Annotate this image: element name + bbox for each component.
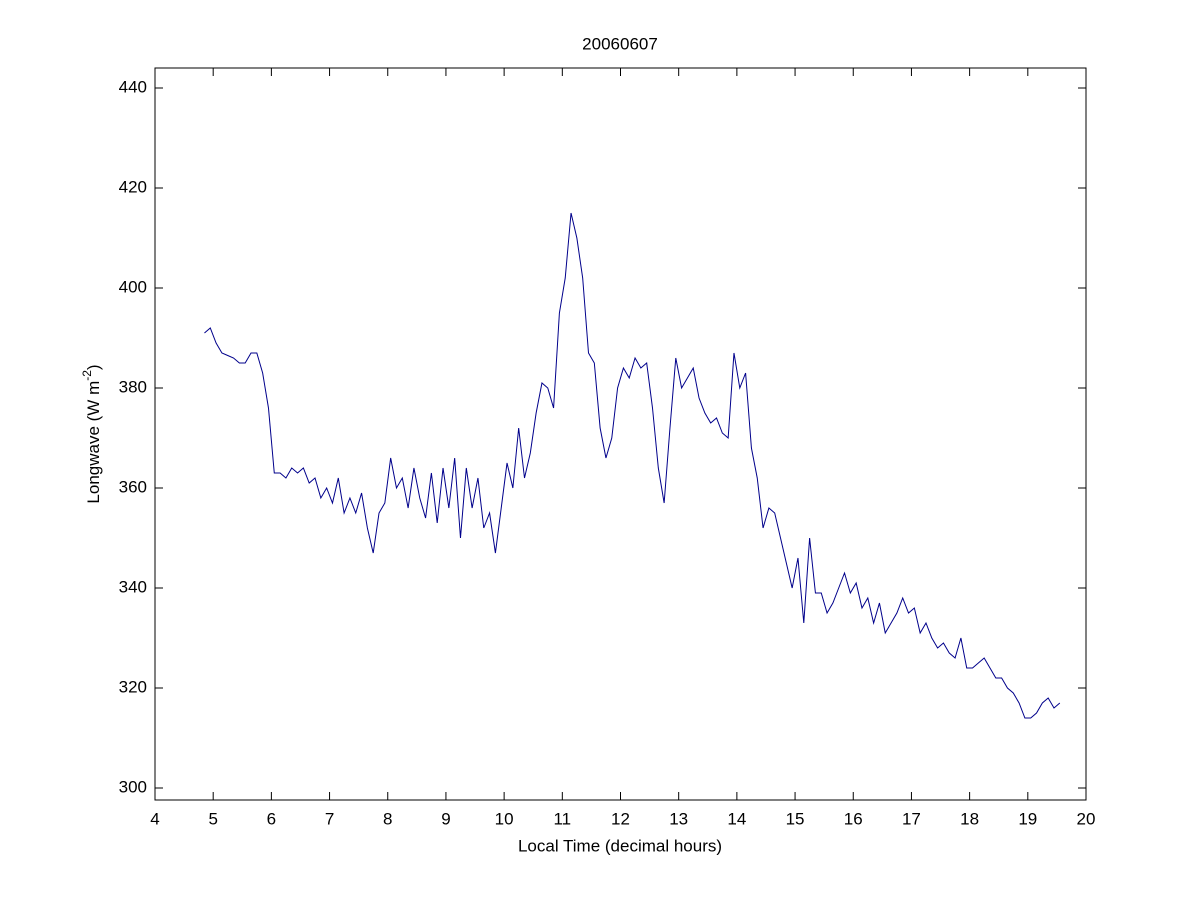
y-tick-label: 340 bbox=[119, 577, 147, 596]
y-tick-label: 380 bbox=[119, 377, 147, 396]
y-tick-label: 440 bbox=[119, 77, 147, 96]
x-tick-label: 6 bbox=[267, 809, 276, 828]
x-tick-label: 15 bbox=[786, 809, 805, 828]
x-tick-label: 10 bbox=[495, 809, 514, 828]
x-tick-label: 7 bbox=[325, 809, 334, 828]
y-tick-label: 320 bbox=[119, 677, 147, 696]
x-tick-label: 4 bbox=[150, 809, 159, 828]
y-axis-label-sup: -2 bbox=[80, 370, 94, 381]
y-tick-label: 360 bbox=[119, 477, 147, 496]
x-tick-label: 12 bbox=[611, 809, 630, 828]
y-tick-label: 300 bbox=[119, 777, 147, 796]
x-tick-label: 20 bbox=[1077, 809, 1096, 828]
y-axis-label-text: Longwave (W m bbox=[84, 381, 103, 504]
x-tick-label: 18 bbox=[960, 809, 979, 828]
data-line bbox=[204, 212, 1061, 719]
x-tick-label: 14 bbox=[727, 809, 746, 828]
chart-title: 20060607 bbox=[582, 34, 658, 53]
x-tick-label: 17 bbox=[902, 809, 921, 828]
y-tick-label: 400 bbox=[119, 277, 147, 296]
y-axis-label-tail: ) bbox=[84, 364, 103, 370]
x-axis-label: Local Time (decimal hours) bbox=[518, 836, 722, 855]
x-tick-label: 13 bbox=[669, 809, 688, 828]
x-tick-label: 8 bbox=[383, 809, 392, 828]
plot-frame bbox=[154, 67, 1087, 801]
x-tick-label: 5 bbox=[208, 809, 217, 828]
x-tick-label: 9 bbox=[441, 809, 450, 828]
x-tick-label: 16 bbox=[844, 809, 863, 828]
x-tick-label: 11 bbox=[553, 809, 571, 828]
x-tick-label: 19 bbox=[1018, 809, 1037, 828]
y-tick-label: 420 bbox=[119, 177, 147, 196]
y-axis-label: Longwave (W m-2) bbox=[80, 364, 103, 503]
